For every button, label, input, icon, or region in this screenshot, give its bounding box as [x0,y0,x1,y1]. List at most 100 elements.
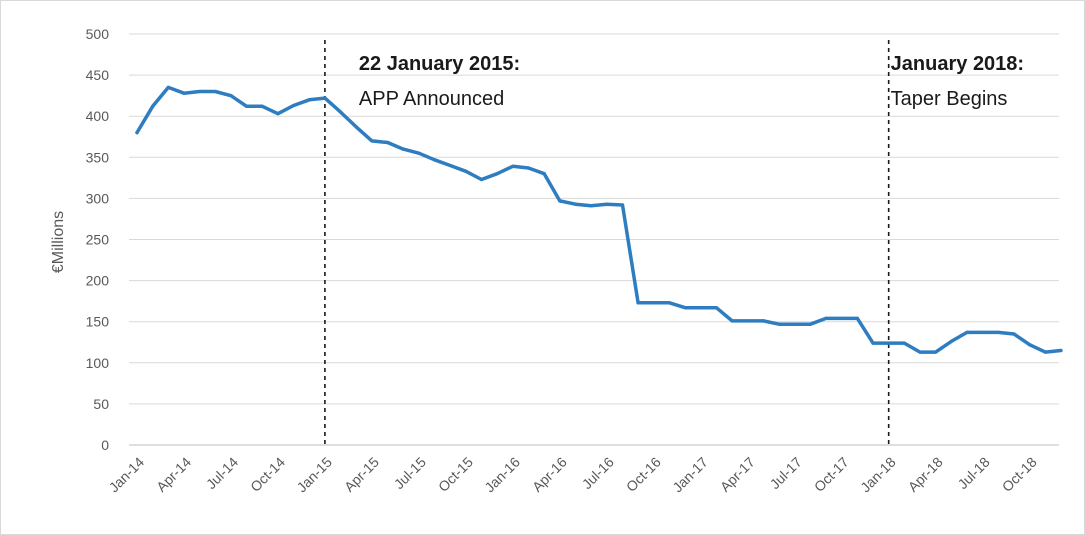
data-point [338,110,343,114]
x-tick-label: Apr-16 [529,454,570,495]
series [135,85,1063,354]
x-tick-label: Jan-17 [669,454,711,496]
data-point [934,350,938,354]
data-point [558,199,562,203]
y-tick-label: 100 [86,355,110,371]
y-tick-label: 450 [86,67,110,83]
data-point [542,172,546,176]
data-point [495,172,499,176]
data-point [370,139,374,143]
data-point [573,202,578,206]
data-point [949,339,953,344]
y-tick-label: 0 [101,437,109,453]
data-point [965,330,969,334]
data-point [589,204,593,208]
data-point [1012,332,1016,336]
data-point [245,104,249,108]
data-point [981,330,985,334]
y-tick-label: 50 [93,396,109,412]
data-point [636,301,640,305]
data-point [887,341,891,345]
x-tick-label: Jan-18 [857,454,899,496]
data-point [871,341,875,345]
annotation-subtitle: Taper Begins [891,88,1008,110]
data-point [229,94,233,98]
data-point [652,301,656,305]
data-point [292,103,296,108]
y-axis-label: €Millions [50,211,67,273]
y-tick-label: 400 [86,108,110,124]
x-tick-label: Jan-16 [481,454,523,496]
x-tick-label: Apr-17 [717,454,758,495]
data-point [511,164,515,168]
data-point [902,341,906,345]
data-point [1043,350,1047,354]
data-point [620,203,625,207]
annotation-subtitle: APP Announced [359,88,504,110]
data-point [151,104,155,108]
data-point [918,350,922,354]
data-point [824,316,828,321]
x-tick-label: Jul-18 [954,454,992,492]
data-point [323,96,327,100]
data-point [808,322,812,326]
data-point [260,104,264,108]
x-tick-label: Jul-16 [579,454,617,492]
data-point [777,322,781,326]
x-tick-label: Oct-16 [623,454,664,495]
x-tick-label: Jul-15 [391,454,429,492]
data-point [1028,343,1032,347]
y-tick-label: 250 [86,232,110,248]
data-point [432,158,437,162]
data-point [761,319,766,323]
data-point [276,112,280,116]
x-tick-label: Apr-15 [341,454,382,495]
data-point [354,125,358,129]
data-point [182,91,186,95]
annotation-title: January 2018: [891,53,1024,75]
data-point [683,306,687,310]
data-point [996,330,1000,334]
x-tick-label: Apr-14 [153,454,194,495]
data-point [479,177,484,182]
data-point [855,316,859,321]
y-axis-ticks: 0 50 100 150 200 250 300 350 400 450 500 [86,26,110,453]
data-point [135,131,139,135]
data-point [166,85,170,90]
y-tick-label: 300 [86,190,110,206]
data-point [605,202,609,206]
data-point [699,306,703,310]
gridlines [129,33,1059,405]
annotation-title: 22 January 2015: [359,53,520,75]
data-point [464,169,468,173]
y-tick-label: 150 [86,314,110,330]
data-point [385,140,390,145]
data-point [840,316,844,321]
data-point [730,319,734,323]
x-tick-label: Oct-14 [247,454,288,495]
x-tick-label: Apr-18 [905,454,946,495]
event-markers: 22 January 2015: APP Announced January 201… [324,40,1024,445]
x-tick-label: Oct-18 [999,454,1040,495]
y-tick-label: 500 [86,26,110,42]
series-line [135,85,1063,354]
x-tick-label: Jan-15 [293,454,335,496]
data-point [746,319,750,323]
x-tick-label: Oct-15 [435,454,476,495]
data-point [401,147,405,151]
data-point [307,98,311,102]
y-tick-label: 350 [86,149,110,165]
x-tick-label: Jul-14 [203,454,241,492]
data-point [417,151,421,155]
x-tick-label: Jul-17 [767,454,805,492]
data-point [714,306,719,310]
data-point [1059,348,1063,353]
data-point [526,166,531,170]
data-point [667,301,672,305]
data-point [213,89,217,94]
x-tick-label: Jan-14 [106,454,148,496]
x-axis-ticks: Jan-14 Apr-14 Jul-14 Oct-14 Jan-15 Apr-15 Jul-… [106,454,1040,496]
y-tick-label: 200 [86,273,110,289]
